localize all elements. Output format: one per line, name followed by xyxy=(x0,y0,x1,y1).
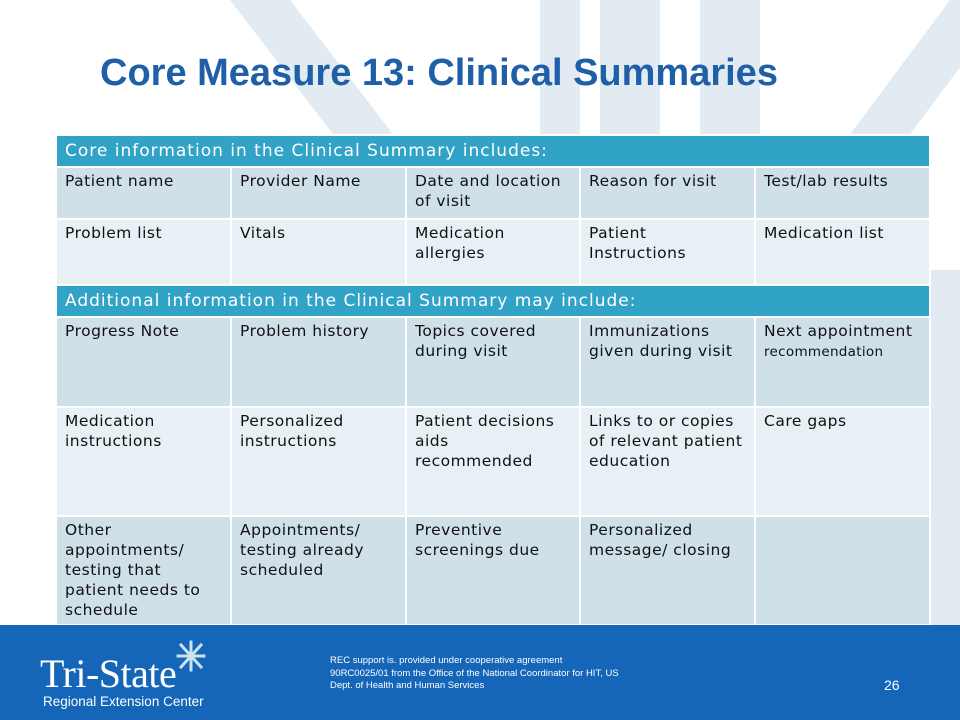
compass-star-logo-icon xyxy=(176,640,206,672)
table-cell: Medication list xyxy=(753,218,932,286)
table-cell: Links to or copies of relevant patient e… xyxy=(579,406,756,517)
cell-text-small: recommendation xyxy=(764,344,884,360)
footer-bar xyxy=(0,625,960,720)
table-cell: Care gaps xyxy=(753,406,932,517)
table-row: Other appointments/ testing that patient… xyxy=(55,515,932,626)
table-row: Progress Note Problem history Topics cov… xyxy=(55,316,932,408)
table-cell: Patient Instructions xyxy=(579,218,756,286)
table-cell: Problem history xyxy=(230,316,407,408)
table-cell: Reason for visit xyxy=(579,166,756,220)
table-cell: Provider Name xyxy=(230,166,407,220)
table-cell: Vitals xyxy=(230,218,407,286)
table-cell: Medication instructions xyxy=(55,406,232,517)
table-cell: Medication allergies xyxy=(405,218,581,286)
table-cell: Immunizations given during visit xyxy=(579,316,756,408)
logo-subtitle: Regional Extension Center xyxy=(43,694,204,709)
core-table-header: Core information in the Clinical Summary… xyxy=(54,134,932,168)
table-cell: Personalized instructions xyxy=(230,406,407,517)
table-cell: Next appointment recommendation xyxy=(753,316,932,408)
page-title: Core Measure 13: Clinical Summaries xyxy=(100,52,778,94)
core-information-table: Core information in the Clinical Summary… xyxy=(54,134,932,286)
additional-table-header: Additional information in the Clinical S… xyxy=(54,284,932,318)
cell-text: Next appointment xyxy=(764,322,913,340)
table-cell: Problem list xyxy=(55,218,232,286)
page-number: 26 xyxy=(884,677,900,693)
table-cell: Other appointments/ testing that patient… xyxy=(55,515,232,626)
table-row: Medication instructions Personalized ins… xyxy=(55,406,932,517)
funding-disclaimer: REC support is. provided under cooperati… xyxy=(330,655,619,691)
additional-information-table: Additional information in the Clinical S… xyxy=(54,284,932,626)
table-cell: Test/lab results xyxy=(753,166,932,220)
table-row: Patient name Provider Name Date and loca… xyxy=(55,166,932,220)
logo-name: Tri-State xyxy=(40,651,177,696)
table-row: Problem list Vitals Medication allergies… xyxy=(55,218,932,286)
table-cell: Preventive screenings due xyxy=(405,515,581,626)
table-cell: Personalized message/ closing xyxy=(579,515,756,626)
table-cell: Topics covered during visit xyxy=(405,316,581,408)
table-cell: Patient name xyxy=(55,166,232,220)
table-cell: Progress Note xyxy=(55,316,232,408)
table-cell: Date and location of visit xyxy=(405,166,581,220)
table-cell: Appointments/ testing already scheduled xyxy=(230,515,407,626)
table-cell xyxy=(753,515,932,626)
table-cell: Patient decisions aids recommended xyxy=(405,406,581,517)
